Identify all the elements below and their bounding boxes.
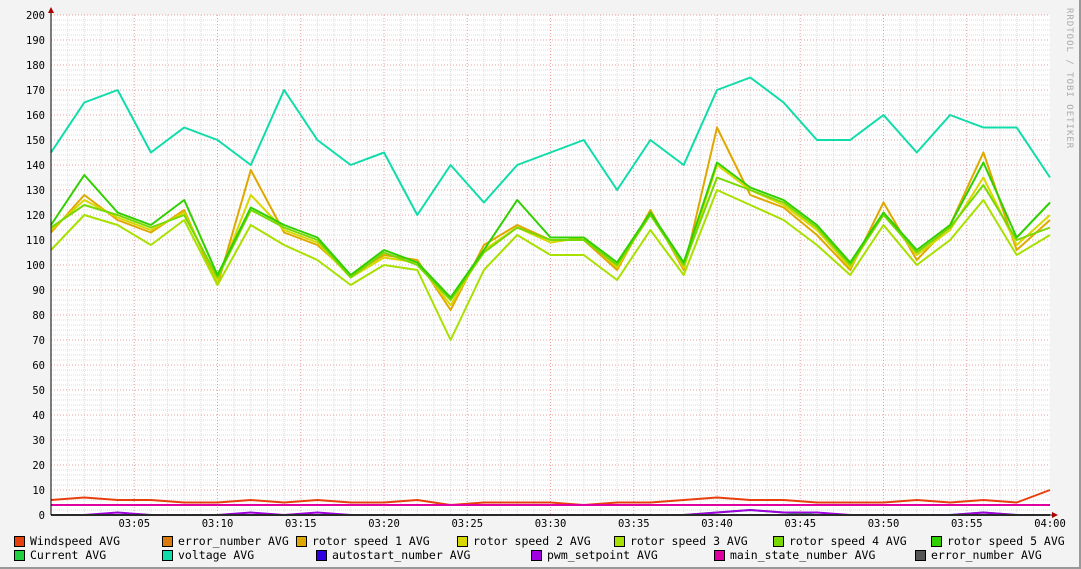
legend-item: rotor speed 1 AVG [296,534,430,548]
x-tick-label: 03:40 [701,518,733,530]
legend-swatch [915,549,926,561]
legend-item: pwm_setpoint AVG [531,548,658,562]
legend-item: error_number AVG [162,534,289,548]
legend-item: Current AVG [14,548,106,562]
legend-item: main_state_number AVG [714,548,875,562]
legend-label: pwm_setpoint AVG [547,548,658,562]
x-tick-label: 03:25 [451,518,483,530]
legend-label: rotor speed 4 AVG [789,534,907,548]
legend-swatch [316,549,327,561]
x-tick-label: 03:45 [784,518,816,530]
legend-item: autostart_number AVG [316,548,470,562]
legend-label: autostart_number AVG [332,548,471,562]
y-tick-label: 140 [26,160,45,172]
x-tick-label: 04:00 [1034,518,1066,530]
legend-swatch [457,535,468,547]
x-tick-label: 03:15 [285,518,317,530]
y-tick-label: 0 [39,510,45,522]
legend-swatch [931,535,942,547]
series-line-0 [50,489,1051,506]
series-line-4 [50,189,1051,341]
legend-label: Current AVG [30,548,107,562]
y-tick-label: 170 [26,85,45,97]
series-line-6 [50,161,1051,299]
y-tick-label: 80 [32,310,45,322]
legend-item: Windspeed AVG [14,534,120,548]
y-tick-label: 200 [26,10,45,22]
x-tick-label: 03:50 [868,518,900,530]
legend-swatch [614,535,625,547]
x-axis-arrow [1052,512,1058,518]
y-tick-label: 160 [26,110,45,122]
legend-swatch [162,549,173,561]
legend-item: rotor speed 4 AVG [773,534,907,548]
legend-item: rotor speed 2 AVG [457,534,591,548]
y-axis-arrow [48,7,54,13]
x-tick-label: 03:35 [618,518,650,530]
x-tick-label: 03:05 [118,518,150,530]
legend-swatch [714,549,725,561]
y-tick-label: 30 [32,435,45,447]
y-tick-label: 70 [32,335,45,347]
legend-label: rotor speed 3 AVG [630,534,748,548]
legend-item: error_number AVG [915,548,1042,562]
y-tick-label: 150 [26,135,45,147]
legend-label: error_number AVG [178,534,289,548]
legend-item: voltage AVG [162,548,254,562]
series-line-8 [50,76,1051,216]
legend-label: main_state_number AVG [730,548,876,562]
y-tick-label: 10 [32,485,45,497]
y-tick-label: 20 [32,460,45,472]
legend-label: rotor speed 2 AVG [473,534,591,548]
series-line-5 [50,176,1051,301]
x-tick-label: 03:30 [535,518,567,530]
legend-item: rotor speed 3 AVG [614,534,748,548]
legend-label: Windspeed AVG [30,534,121,548]
x-tick-label: 03:55 [951,518,983,530]
legend-swatch [162,535,173,547]
legend-swatch [14,549,25,561]
y-tick-label: 60 [32,360,45,372]
legend-label: voltage AVG [178,548,255,562]
legend-label: error_number AVG [931,548,1042,562]
legend-swatch [14,535,25,547]
y-tick-label: 50 [32,385,45,397]
y-tick-label: 40 [32,410,45,422]
y-tick-label: 130 [26,185,45,197]
y-tick-label: 110 [26,235,45,247]
y-tick-label: 90 [32,285,45,297]
legend-label: rotor speed 1 AVG [312,534,430,548]
y-tick-label: 180 [26,60,45,72]
watermark: RRDTOOL / TOBI OETIKER [1064,8,1074,150]
x-tick-label: 03:20 [368,518,400,530]
legend-item: rotor speed 5 AVG [931,534,1065,548]
x-tick-label: 03:10 [202,518,234,530]
legend-swatch [773,535,784,547]
legend-swatch [531,549,542,561]
y-tick-label: 120 [26,210,45,222]
legend-swatch [296,535,307,547]
legend-label: rotor speed 5 AVG [947,534,1065,548]
y-tick-label: 190 [26,35,45,47]
y-tick-label: 100 [26,260,45,272]
